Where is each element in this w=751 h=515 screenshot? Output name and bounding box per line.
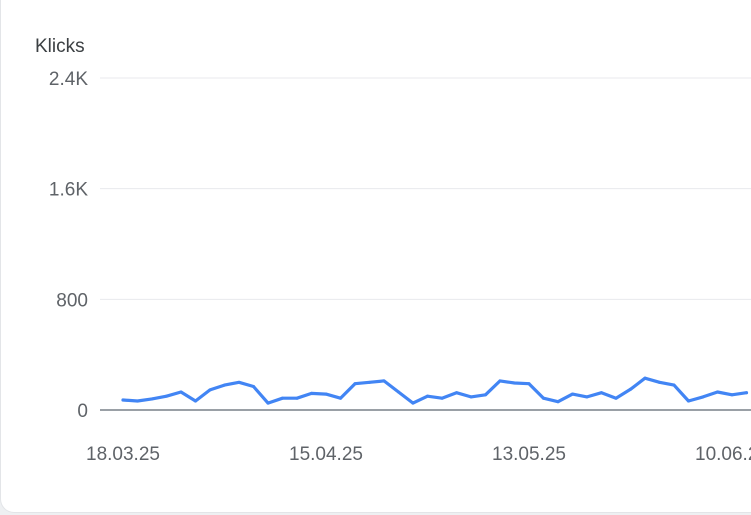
data-point[interactable]: [310, 391, 313, 395]
x-tick-label: 18.03.25: [86, 444, 160, 465]
data-point[interactable]: [426, 394, 429, 398]
data-point[interactable]: [266, 401, 270, 405]
data-point[interactable]: [687, 399, 690, 403]
data-point[interactable]: [252, 384, 255, 388]
data-point[interactable]: [498, 379, 502, 383]
data-point[interactable]: [179, 390, 183, 394]
data-point[interactable]: [745, 391, 748, 395]
data-point[interactable]: [237, 380, 241, 384]
data-point[interactable]: [440, 396, 444, 400]
data-point[interactable]: [382, 379, 386, 383]
y-axis-title: Klicks: [35, 36, 85, 57]
data-point[interactable]: [121, 398, 125, 402]
data-point[interactable]: [716, 390, 719, 394]
y-tick-label: 800: [56, 290, 88, 311]
y-tick-label: 2.4K: [49, 69, 88, 90]
data-point[interactable]: [295, 396, 299, 400]
data-point[interactable]: [223, 383, 226, 387]
data-point[interactable]: [513, 381, 516, 385]
clicks-series-line: [121, 376, 749, 405]
data-point[interactable]: [281, 396, 284, 400]
data-point[interactable]: [658, 380, 661, 384]
data-point[interactable]: [730, 393, 734, 397]
data-point[interactable]: [600, 391, 603, 395]
data-point[interactable]: [469, 395, 473, 399]
data-point[interactable]: [353, 382, 357, 386]
data-point[interactable]: [614, 396, 618, 400]
data-point[interactable]: [701, 395, 705, 399]
x-tick-label: 15.04.25: [289, 444, 363, 465]
data-point[interactable]: [643, 376, 647, 380]
data-point[interactable]: [484, 393, 487, 397]
data-point[interactable]: [527, 382, 531, 386]
data-point[interactable]: [339, 396, 342, 400]
data-point[interactable]: [397, 390, 400, 394]
x-tick-label: 10.06.25: [695, 444, 751, 465]
y-tick-label: 0: [77, 401, 88, 422]
data-point[interactable]: [672, 383, 676, 387]
data-point[interactable]: [556, 400, 560, 404]
data-point[interactable]: [455, 391, 458, 395]
data-point[interactable]: [585, 395, 589, 399]
data-point[interactable]: [194, 399, 197, 403]
data-point[interactable]: [324, 392, 328, 396]
data-point[interactable]: [629, 387, 632, 391]
data-point[interactable]: [136, 399, 139, 403]
data-point[interactable]: [150, 397, 154, 401]
x-tick-label: 13.05.25: [492, 444, 566, 465]
data-point[interactable]: [368, 380, 371, 384]
data-point[interactable]: [571, 392, 574, 396]
data-point[interactable]: [208, 388, 212, 392]
data-point[interactable]: [542, 396, 545, 400]
y-tick-label: 1.6K: [49, 180, 88, 201]
data-point[interactable]: [411, 401, 415, 405]
data-point[interactable]: [165, 394, 168, 398]
